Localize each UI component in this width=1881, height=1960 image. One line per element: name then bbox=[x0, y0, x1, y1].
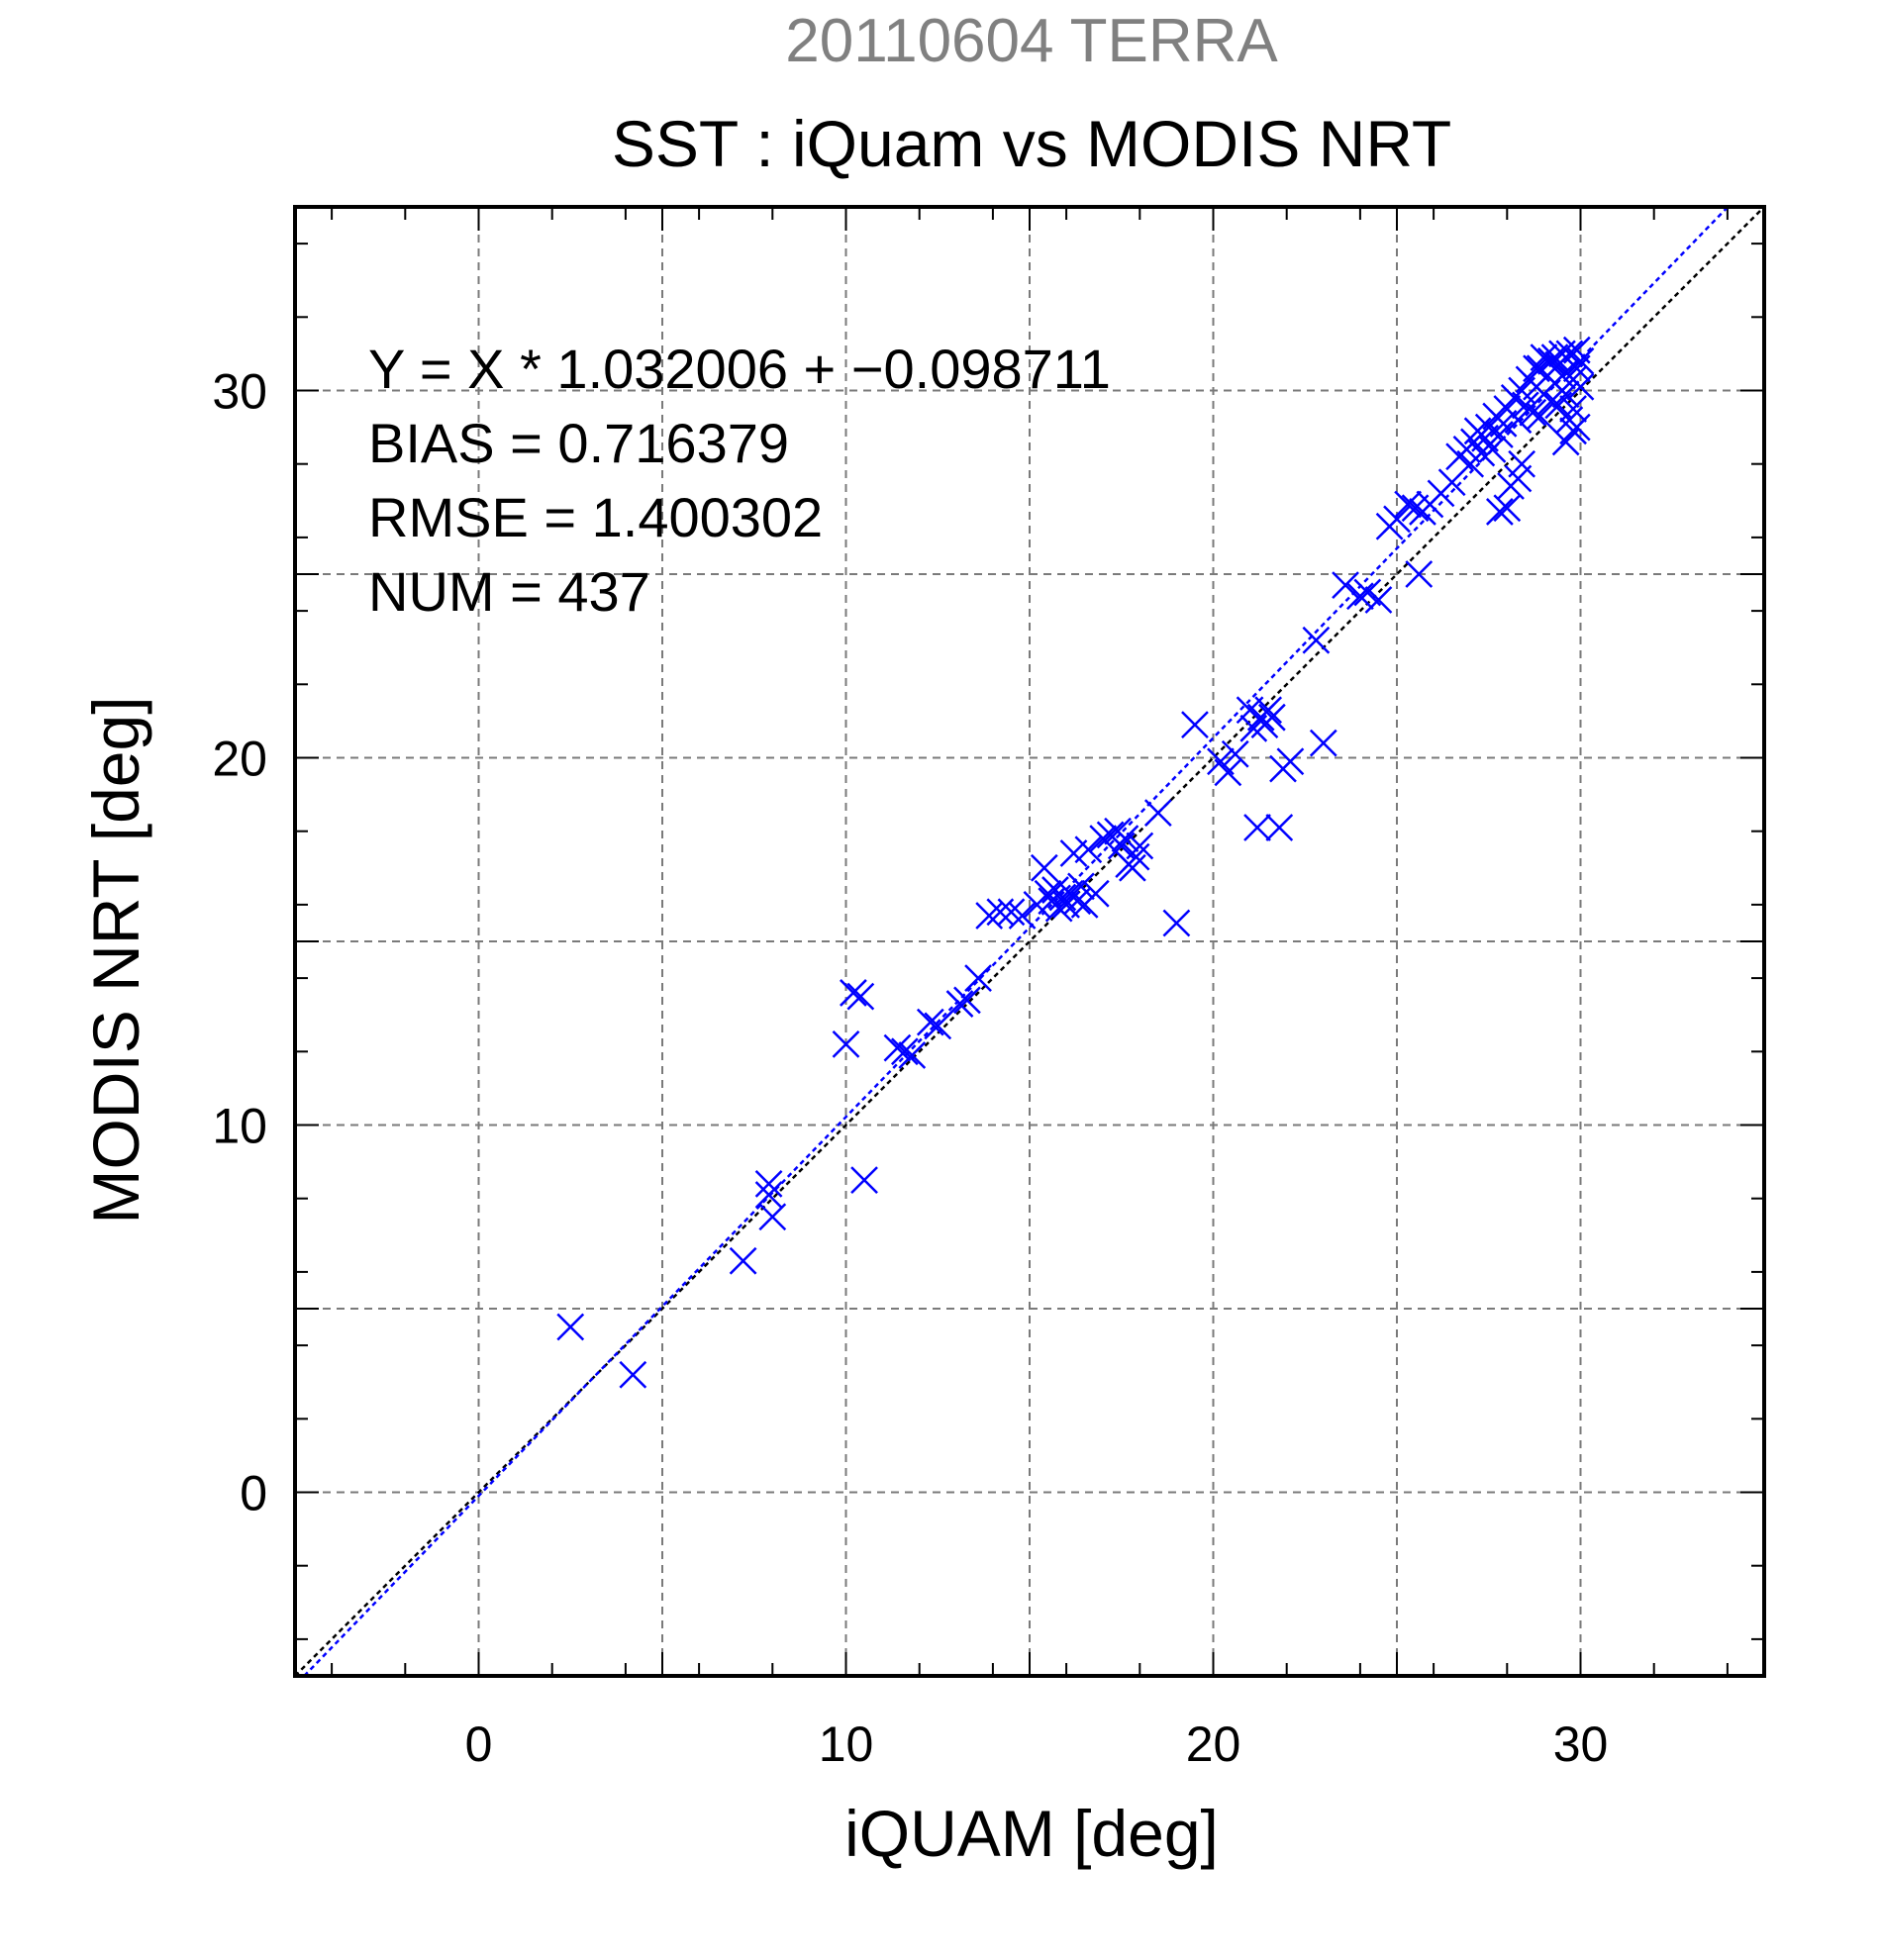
data-point bbox=[1566, 372, 1595, 401]
data-point bbox=[1551, 380, 1580, 409]
data-point bbox=[1089, 825, 1118, 853]
tick-labels: 0 10 20 30 0 10 20 30 bbox=[212, 364, 1608, 1773]
data-point bbox=[1126, 832, 1154, 860]
data-point bbox=[1526, 402, 1554, 431]
data-point bbox=[1074, 835, 1103, 864]
data-point bbox=[953, 986, 981, 1015]
data-point bbox=[1214, 758, 1242, 787]
data-point bbox=[1302, 626, 1331, 654]
data-point bbox=[1519, 398, 1547, 427]
data-point bbox=[754, 1169, 783, 1198]
data-point bbox=[898, 1041, 927, 1069]
data-point bbox=[840, 979, 867, 1007]
chart-title: SST : iQuam vs MODIS NRT bbox=[612, 107, 1451, 180]
data-point bbox=[1143, 799, 1172, 828]
data-point bbox=[1181, 711, 1209, 738]
data-point bbox=[1566, 346, 1595, 375]
data-point bbox=[883, 1033, 912, 1062]
data-point bbox=[846, 982, 875, 1011]
data-point bbox=[1081, 879, 1110, 908]
data-point bbox=[850, 1166, 878, 1195]
x-tick-label: 30 bbox=[1553, 1716, 1609, 1772]
plot-frame bbox=[293, 205, 1766, 1678]
data-point bbox=[1548, 361, 1576, 390]
num-value: NUM = 437 bbox=[368, 560, 650, 623]
data-point bbox=[1162, 909, 1191, 937]
data-point bbox=[1118, 853, 1146, 882]
regression-equation: Y = X * 1.032006 + −0.098711 bbox=[368, 338, 1111, 400]
data-point bbox=[1478, 435, 1507, 463]
data-point bbox=[729, 1246, 757, 1275]
data-point bbox=[1562, 336, 1591, 364]
y-tick-label: 10 bbox=[212, 1099, 267, 1154]
data-point bbox=[1559, 395, 1587, 423]
data-point bbox=[1508, 449, 1536, 478]
bias-value: BIAS = 0.716379 bbox=[368, 412, 789, 474]
data-point bbox=[997, 898, 1026, 927]
data-point bbox=[832, 1029, 860, 1058]
data-point bbox=[1485, 498, 1514, 526]
data-point bbox=[945, 990, 974, 1018]
data-point bbox=[1540, 343, 1569, 371]
data-point bbox=[1030, 853, 1058, 882]
data-point bbox=[1394, 490, 1423, 519]
y-tick-label: 0 bbox=[240, 1466, 267, 1521]
data-point bbox=[619, 1360, 647, 1389]
data-point bbox=[916, 1008, 944, 1036]
data-point bbox=[1067, 872, 1095, 901]
data-point bbox=[964, 964, 992, 992]
y-axis-label: MODIS NRT [deg] bbox=[79, 696, 152, 1224]
data-points bbox=[556, 336, 1595, 1389]
data-point bbox=[1111, 825, 1139, 853]
data-point bbox=[1008, 902, 1037, 930]
rmse-value: RMSE = 1.400302 bbox=[368, 486, 823, 548]
data-point bbox=[1559, 417, 1587, 445]
data-point bbox=[1332, 571, 1359, 600]
grid-lines bbox=[295, 207, 1764, 1676]
date-title: 20110604 TERRA bbox=[785, 7, 1278, 75]
data-point bbox=[1265, 814, 1294, 841]
data-point bbox=[890, 1037, 919, 1066]
data-point bbox=[1044, 894, 1073, 923]
x-tick-label: 10 bbox=[819, 1716, 874, 1772]
data-point bbox=[758, 1203, 787, 1231]
data-point bbox=[1383, 505, 1411, 534]
data-point bbox=[1243, 814, 1271, 841]
y-tick-label: 30 bbox=[212, 364, 267, 420]
identity-line bbox=[294, 206, 1765, 1677]
data-point bbox=[1257, 703, 1286, 732]
data-point bbox=[1523, 354, 1550, 383]
data-point bbox=[1485, 421, 1514, 448]
x-axis-label: iQUAM [deg] bbox=[844, 1797, 1219, 1870]
data-point bbox=[1405, 560, 1434, 588]
data-point bbox=[556, 1313, 585, 1341]
data-point bbox=[1276, 747, 1305, 776]
y-tick-label: 20 bbox=[212, 732, 267, 787]
data-point bbox=[1254, 696, 1283, 725]
data-point bbox=[1346, 582, 1374, 611]
data-point bbox=[1309, 729, 1337, 757]
data-point bbox=[1122, 842, 1150, 871]
data-point bbox=[924, 1012, 952, 1040]
stats-box: Y = X * 1.032006 + −0.098711 BIAS = 0.71… bbox=[368, 338, 1111, 623]
data-point bbox=[1221, 739, 1249, 768]
data-point bbox=[1364, 586, 1393, 614]
x-tick-label: 20 bbox=[1186, 1716, 1241, 1772]
x-tick-label: 0 bbox=[465, 1716, 493, 1772]
